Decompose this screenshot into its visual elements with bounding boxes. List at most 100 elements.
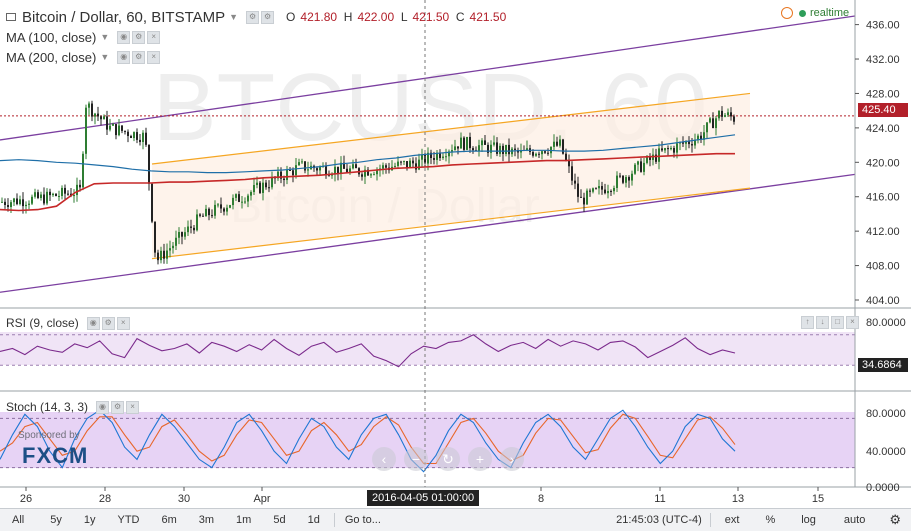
move-down-icon[interactable]: ↓	[816, 316, 829, 329]
ext-toggle[interactable]: ext	[724, 514, 740, 526]
y-tick-label: 436.00	[866, 20, 900, 32]
eye-icon[interactable]: ◉	[96, 400, 110, 414]
move-up-icon[interactable]: ↑	[801, 316, 814, 329]
candle-body	[217, 204, 219, 206]
candle-body	[466, 136, 468, 150]
candle-body	[355, 164, 357, 169]
candle-body	[229, 205, 231, 208]
settings-icon[interactable]: ⚙	[111, 400, 125, 414]
dropdown-arrow-icon[interactable]: ▼	[100, 52, 110, 62]
scroll-left-icon[interactable]: ‹	[372, 447, 396, 471]
candle-body	[4, 201, 6, 205]
candle-body	[55, 193, 57, 197]
range-5y[interactable]: 5y	[50, 514, 62, 526]
candle-body	[424, 154, 426, 164]
stoch-y-tick-label: 0.0000	[866, 482, 900, 494]
range-ytd[interactable]: YTD	[117, 514, 140, 526]
log-toggle[interactable]: log	[801, 514, 816, 526]
candle-body	[610, 191, 612, 193]
auto-toggle[interactable]: auto	[843, 514, 866, 526]
candle-body	[463, 137, 465, 150]
candle-body	[733, 116, 735, 122]
stoch-label[interactable]: Stoch (14, 3, 3)	[6, 400, 89, 414]
main-pane[interactable]: BTCUSD, 60 Bitcoin / Dollar	[0, 15, 856, 293]
ohlc-readout: O 421.80 H 422.00 L 421.50 C 421.50	[286, 10, 507, 24]
toolbar-divider	[709, 513, 711, 527]
reset-icon[interactable]: ↻	[436, 447, 460, 471]
inner-channel-upper	[151, 92, 751, 165]
clock-readout[interactable]: 21:45:03 (UTC-4)	[616, 514, 702, 526]
candle-body	[139, 139, 141, 143]
candle-body	[202, 215, 204, 217]
close-icon[interactable]: ×	[147, 30, 161, 44]
candle-body	[169, 248, 171, 251]
ma200-label[interactable]: MA (200, close)	[6, 49, 97, 65]
settings-icon[interactable]: ⚙	[132, 30, 146, 44]
range-1m[interactable]: 1m	[236, 514, 252, 526]
dropdown-arrow-icon[interactable]: ▼	[100, 32, 110, 42]
range-3m[interactable]: 3m	[198, 514, 215, 526]
candle-body	[718, 110, 720, 119]
dropdown-arrow-icon[interactable]: ▼	[229, 12, 239, 22]
candle-body	[421, 154, 423, 160]
scroll-right-icon[interactable]: ›	[500, 447, 524, 471]
candle-body	[508, 144, 510, 155]
range-1d[interactable]: 1d	[307, 514, 320, 526]
eye-icon[interactable]: ◉	[117, 30, 131, 44]
settings-icon[interactable]: ⚙	[101, 316, 115, 330]
rsi-legend[interactable]: RSI (9, close) ◉ ⚙ ×	[0, 314, 132, 332]
percent-toggle[interactable]: %	[765, 514, 776, 526]
candle-body	[688, 141, 690, 145]
x-tick-label: 26	[20, 493, 32, 505]
zoom-in-icon[interactable]: +	[468, 447, 492, 471]
candle-body	[415, 163, 417, 170]
eye-icon[interactable]: ◉	[117, 50, 131, 64]
range-6m[interactable]: 6m	[161, 514, 177, 526]
candle-body	[487, 144, 489, 153]
alert-clock-icon[interactable]	[781, 7, 793, 19]
close-icon[interactable]: ×	[116, 316, 130, 330]
candle-body	[694, 139, 696, 146]
rsi-label[interactable]: RSI (9, close)	[6, 316, 79, 330]
ma100-label[interactable]: MA (100, close)	[6, 29, 97, 45]
ma100-legend[interactable]: MA (100, close) ▼ ◉ ⚙ ×	[0, 28, 162, 46]
settings-icon[interactable]: ⚙	[246, 10, 260, 24]
candle-body	[118, 125, 120, 136]
range-all[interactable]: All	[12, 514, 25, 526]
candle-body	[211, 215, 213, 217]
stoch-k-line	[0, 409, 736, 473]
symbol-title[interactable]: Bitcoin / Dollar, 60, BITSTAMP	[22, 8, 226, 26]
candle-body	[451, 150, 453, 152]
candle-body	[613, 187, 615, 192]
candle-body	[373, 174, 375, 176]
candle-body	[514, 148, 516, 150]
settings-icon-2[interactable]: ⚙	[261, 10, 275, 24]
close-icon[interactable]: ×	[126, 400, 140, 414]
candle-body	[667, 148, 669, 150]
candle-body	[583, 197, 585, 205]
stoch-pane[interactable]	[0, 409, 855, 473]
range-1y[interactable]: 1y	[83, 514, 96, 526]
collapse-icon[interactable]	[6, 13, 16, 21]
rsi-line	[0, 334, 736, 368]
y-tick-label: 416.00	[866, 192, 900, 204]
settings-icon[interactable]: ⚙	[132, 50, 146, 64]
candle-body	[496, 142, 498, 154]
candle-body	[52, 193, 54, 196]
maximize-icon[interactable]: □	[831, 316, 844, 329]
candle-body	[571, 166, 573, 181]
ma200-legend[interactable]: MA (200, close) ▼ ◉ ⚙ ×	[0, 48, 162, 66]
eye-icon[interactable]: ◉	[86, 316, 100, 330]
ma100-line	[0, 134, 736, 174]
stoch-legend[interactable]: Stoch (14, 3, 3) ◉ ⚙ ×	[0, 398, 141, 416]
candle-body	[730, 112, 732, 117]
chart-settings-icon[interactable]: ⚙	[889, 512, 901, 527]
rsi-pane[interactable]	[0, 332, 855, 368]
close-pane-icon[interactable]: ×	[846, 316, 859, 329]
close-icon[interactable]: ×	[147, 50, 161, 64]
goto-button[interactable]: Go to...	[344, 514, 381, 526]
zoom-out-icon[interactable]: −	[404, 447, 428, 471]
candle-body	[394, 165, 396, 167]
range-5d[interactable]: 5d	[273, 514, 286, 526]
